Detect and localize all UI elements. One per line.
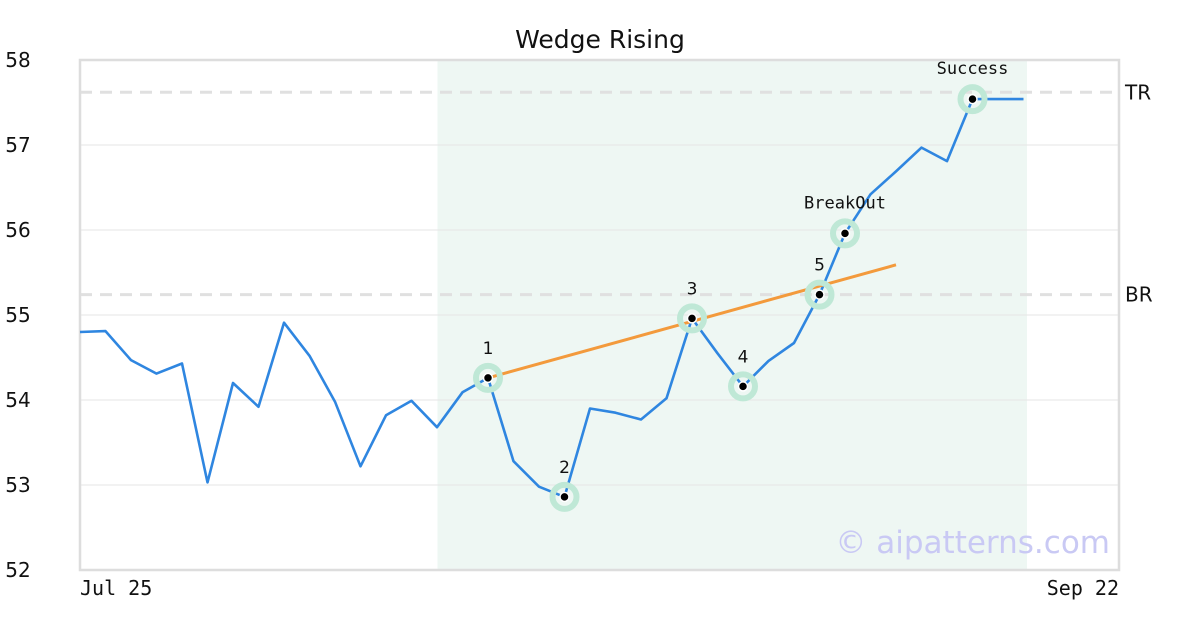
pattern-point-label: BreakOut <box>804 193 886 213</box>
pattern-point-marker <box>967 93 978 105</box>
pattern-point-halo <box>473 362 503 393</box>
pattern-point-label: 3 <box>687 279 698 299</box>
y-tick-label: 56 <box>5 218 30 242</box>
y-tick-label: 52 <box>5 558 30 582</box>
pattern-point-halo <box>549 481 580 512</box>
pattern-point-marker <box>814 289 825 300</box>
pattern-point-halo <box>957 84 988 115</box>
pattern-point-halo <box>830 218 860 249</box>
y-tick-label: 57 <box>5 133 30 157</box>
pattern-point-halo <box>728 371 758 402</box>
y-tick-label: 55 <box>5 303 30 327</box>
pattern-point-marker <box>839 228 851 239</box>
pattern-point-label: Success <box>937 59 1009 79</box>
x-tick-end: Sep 22 <box>1047 576 1119 600</box>
level-label: BR <box>1125 283 1153 307</box>
y-tick-label: 54 <box>5 388 30 412</box>
y-tick-label: 58 <box>5 48 30 72</box>
level-lines: TR BR <box>80 80 1153 307</box>
pattern-point-label: 1 <box>483 339 494 359</box>
pattern-point-marker <box>482 372 494 384</box>
pattern-points: 1 2 3 4 5 BreakOut Success <box>473 59 1009 512</box>
chart-title: Wedge Rising <box>515 25 685 54</box>
pattern-point-label: 4 <box>738 347 749 367</box>
y-tick-label: 53 <box>5 473 30 497</box>
pattern-point-marker <box>737 381 749 392</box>
y-axis-ticks: 52 53 54 55 56 57 58 <box>5 48 30 582</box>
pattern-point-label: 5 <box>814 256 825 276</box>
x-tick-start: Jul 25 <box>80 576 152 600</box>
watermark: © aipatterns.com <box>835 525 1110 561</box>
pattern-point-marker <box>686 313 698 324</box>
pattern-point-halo <box>677 303 707 334</box>
level-label: TR <box>1124 80 1151 104</box>
plot-frame <box>78 58 1121 572</box>
gridlines <box>80 144 1119 486</box>
pattern-point-marker <box>559 491 570 503</box>
pattern-point-halo <box>804 279 835 310</box>
pattern-point-label: 2 <box>559 458 570 478</box>
